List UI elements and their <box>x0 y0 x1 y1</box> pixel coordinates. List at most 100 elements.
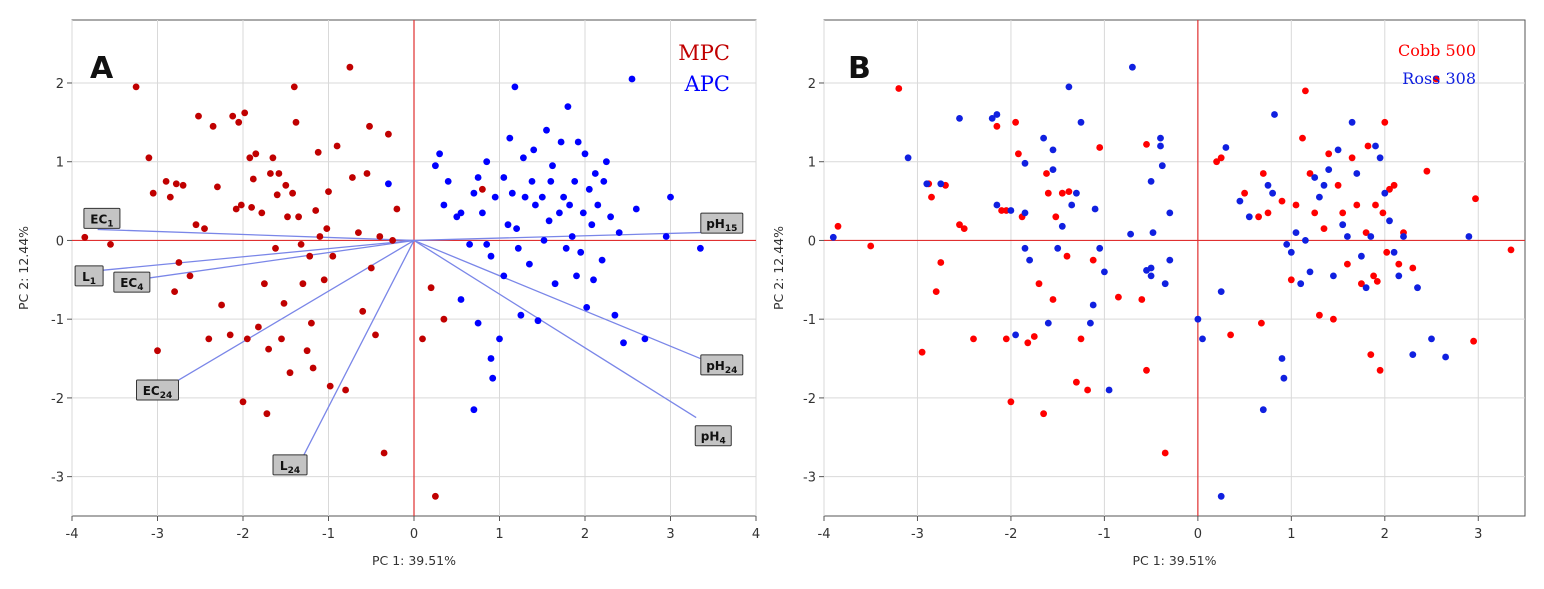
loading-vector <box>84 239 415 273</box>
data-point <box>1015 150 1022 158</box>
data-point <box>956 221 963 229</box>
data-point <box>1054 244 1062 252</box>
data-point <box>320 276 328 284</box>
data-point <box>436 150 443 158</box>
data-point <box>1227 331 1234 339</box>
data-point <box>1278 197 1286 205</box>
data-point <box>171 288 179 295</box>
data-point <box>551 280 559 288</box>
data-point <box>261 280 268 288</box>
data-point <box>132 83 140 91</box>
data-point <box>506 134 514 142</box>
data-point <box>265 345 272 353</box>
data-point <box>432 492 439 500</box>
data-point <box>998 207 1005 214</box>
legend-entry: APC <box>684 72 730 96</box>
data-point <box>611 311 619 319</box>
data-point <box>312 207 320 214</box>
y-tick-label: 1 <box>808 156 816 171</box>
data-point <box>303 347 311 355</box>
data-point <box>1373 278 1381 285</box>
data-point <box>470 406 478 414</box>
data-point <box>1105 386 1113 394</box>
data-point <box>297 241 305 248</box>
data-point <box>323 225 331 233</box>
data-point <box>970 335 977 343</box>
data-point <box>526 260 533 268</box>
data-point <box>1390 248 1398 256</box>
data-point <box>1222 144 1230 151</box>
data-point <box>252 150 260 158</box>
data-point <box>457 296 465 303</box>
data-point <box>479 209 486 217</box>
data-point <box>1316 311 1323 319</box>
x-axis-label: PC 1: 39.51% <box>1132 553 1216 568</box>
data-point <box>329 252 337 260</box>
y-tick-label: 0 <box>56 234 64 249</box>
data-point <box>511 83 519 91</box>
data-point <box>1040 410 1047 418</box>
data-point <box>299 280 307 288</box>
data-point <box>1358 280 1365 288</box>
panel-b: -4 -3 -2 -1 0 1 2 3 -3 -2 -1 0 1 2 PC 1: 39.51% PC 2: 1… <box>771 19 1526 568</box>
data-point <box>1287 276 1295 284</box>
data-point <box>1077 118 1085 126</box>
data-point <box>993 201 1001 209</box>
vector-label-box <box>83 207 121 229</box>
data-point <box>205 335 213 343</box>
vector-label: pH15 <box>700 212 744 234</box>
vector-label-box <box>113 271 151 293</box>
data-point <box>923 180 931 188</box>
data-point <box>1049 166 1057 174</box>
data-point <box>81 233 89 241</box>
data-point <box>258 209 266 217</box>
y-tick-label: 1 <box>56 156 64 171</box>
data-point <box>1127 230 1134 238</box>
x-tick-label: 3 <box>1474 527 1482 542</box>
panel-label: B <box>848 51 871 86</box>
data-point <box>564 103 572 110</box>
data-point <box>547 178 555 185</box>
x-tick-label: 4 <box>752 527 760 542</box>
data-point <box>620 339 627 347</box>
data-point <box>1259 406 1267 414</box>
data-point <box>342 386 349 394</box>
data-point <box>1395 272 1403 280</box>
data-point <box>1049 146 1057 154</box>
data-point <box>932 288 940 295</box>
data-point <box>1409 351 1417 358</box>
data-point <box>1007 207 1015 214</box>
data-point <box>470 189 478 197</box>
vector-label-text: EC24 <box>143 384 173 401</box>
data-point <box>1409 264 1417 272</box>
data-point <box>1400 233 1407 240</box>
data-point <box>1320 225 1328 233</box>
data-point <box>1344 233 1351 240</box>
data-point <box>1068 201 1076 209</box>
data-point <box>308 319 315 327</box>
data-point <box>534 317 542 325</box>
data-point <box>474 319 482 327</box>
data-point <box>154 347 161 355</box>
vector-label: pH24 <box>700 354 744 376</box>
data-point <box>517 311 525 319</box>
data-point <box>214 183 221 191</box>
data-point <box>1129 63 1136 71</box>
y-tick-label: -1 <box>803 313 816 328</box>
data-point <box>175 259 183 266</box>
data-point <box>1091 205 1099 213</box>
data-point <box>272 244 279 252</box>
data-point <box>1386 185 1393 193</box>
data-point <box>1258 319 1265 327</box>
data-point <box>1040 134 1047 142</box>
data-point <box>1024 339 1032 347</box>
loading-vector <box>136 239 415 281</box>
data-point <box>1362 284 1370 292</box>
data-point <box>1442 353 1449 361</box>
x-tick-label: -1 <box>1098 527 1111 542</box>
data-point <box>1043 170 1050 177</box>
data-point <box>162 178 170 185</box>
series-ross-308 <box>829 63 1473 500</box>
legend-entry: MPC <box>678 41 730 65</box>
